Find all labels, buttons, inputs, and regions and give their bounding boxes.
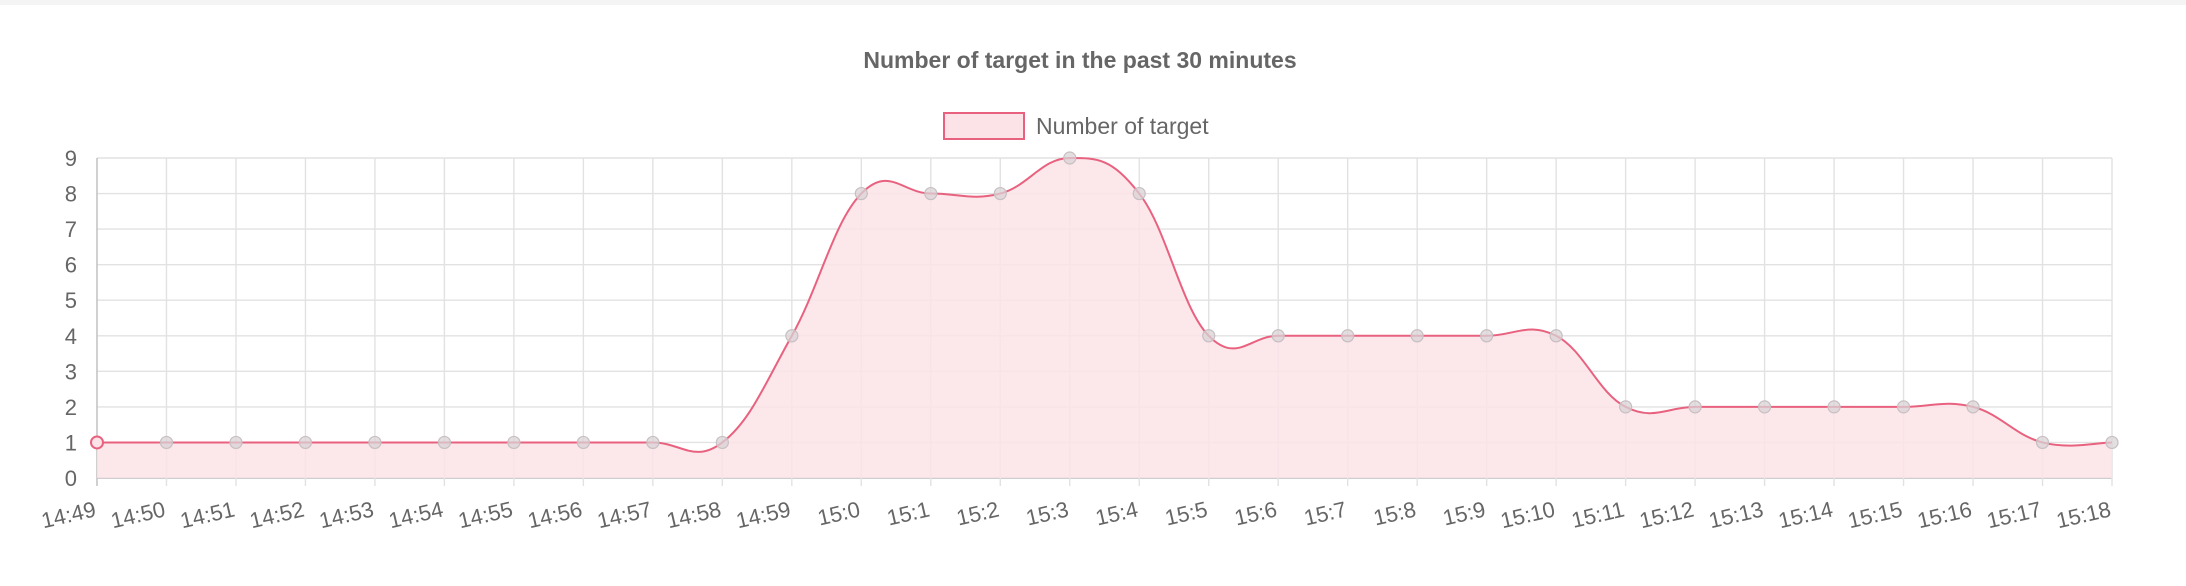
data-point[interactable] [854,186,868,201]
x-tick-label: 14:52 [247,497,306,534]
data-point[interactable] [1341,329,1355,343]
data-point[interactable] [1271,329,1285,343]
chart-title: Number of target in the past 30 minutes [863,47,1296,73]
data-point[interactable] [298,435,313,450]
x-tick-label: 15:1 [885,497,932,531]
x-tick-label: 14:49 [39,497,98,534]
data-point[interactable] [507,435,521,450]
y-tick-label: 2 [65,395,77,420]
x-tick-label: 15:8 [1371,497,1418,531]
y-tick-label: 7 [65,217,77,242]
x-tick-label: 14:51 [178,497,237,534]
x-tick-label: 15:13 [1706,497,1765,534]
data-point[interactable] [1549,329,1563,343]
x-tick-label: 15:3 [1024,497,1071,531]
series-number-of-target [90,151,2119,478]
data-point[interactable] [1827,400,1841,414]
series-area [97,158,2112,478]
data-point[interactable] [2035,435,2050,450]
data-point[interactable] [1757,400,1772,414]
x-tick-label: 15:5 [1162,497,1209,531]
data-point[interactable] [1063,151,1077,165]
x-tick-label: 15:6 [1232,497,1279,531]
x-tick-label: 14:54 [386,497,445,534]
legend-swatch [943,112,1025,140]
x-tick-label: 14:53 [317,497,376,534]
x-tick-label: 15:14 [1776,497,1835,534]
x-tick-label: 15:18 [2054,497,2113,534]
data-point[interactable] [785,329,799,343]
data-point[interactable] [90,435,104,450]
data-point[interactable] [1410,329,1424,343]
data-point[interactable] [1688,400,1702,414]
y-tick-label: 5 [65,288,77,313]
chart-legend[interactable]: Number of target [943,112,1209,140]
x-tick-label: 15:9 [1440,497,1487,531]
x-tick-label: 15:4 [1093,497,1140,531]
data-point[interactable] [576,435,590,450]
y-tick-label: 1 [65,430,77,455]
x-tick-label: 14:56 [525,497,584,534]
data-point[interactable] [368,435,382,450]
data-point[interactable] [437,435,452,450]
x-tick-label: 14:50 [108,497,167,534]
y-tick-label: 6 [65,253,77,278]
y-tick-label: 4 [65,324,77,349]
data-point[interactable] [1480,329,1494,343]
x-tick-label: 15:16 [1915,497,1974,534]
x-tick-label: 15:2 [954,497,1001,531]
data-point[interactable] [1619,400,1633,414]
x-tick-label: 14:58 [664,497,723,534]
data-point[interactable] [1202,329,1216,343]
y-tick-label: 0 [65,466,77,491]
data-point[interactable] [715,435,729,450]
data-point[interactable] [993,186,1007,201]
data-point[interactable] [2105,435,2119,450]
data-point[interactable] [159,435,174,450]
data-point[interactable] [1132,186,1146,201]
x-tick-label: 15:17 [1984,497,2043,534]
data-point[interactable] [924,186,938,201]
y-axis-ticks: 0 1 2 3 4 5 6 7 8 9 [65,146,77,491]
x-tick-label: 15:10 [1498,497,1557,534]
legend-label: Number of target [1036,113,1209,139]
x-tick-label: 15:12 [1637,497,1696,534]
x-tick-label: 14:59 [734,497,793,534]
data-point[interactable] [646,435,660,450]
y-tick-label: 8 [65,182,77,207]
y-tick-label: 9 [65,146,77,171]
x-axis-ticks: 14:49 14:50 14:51 14:52 14:53 14:54 14:55 14:56… [39,497,2113,534]
x-tick-label: 15:0 [815,497,862,531]
x-tick-label: 15:11 [1569,497,1627,533]
y-tick-label: 3 [65,359,77,384]
x-tick-label: 15:7 [1301,497,1348,531]
top-border-strip [0,0,2186,5]
data-point[interactable] [1896,400,1911,414]
data-point[interactable] [229,435,243,450]
x-tick-label: 14:57 [595,497,654,534]
x-tick-label: 14:55 [456,497,515,534]
data-point[interactable] [1966,400,1980,414]
x-tick-label: 15:15 [1845,497,1904,534]
